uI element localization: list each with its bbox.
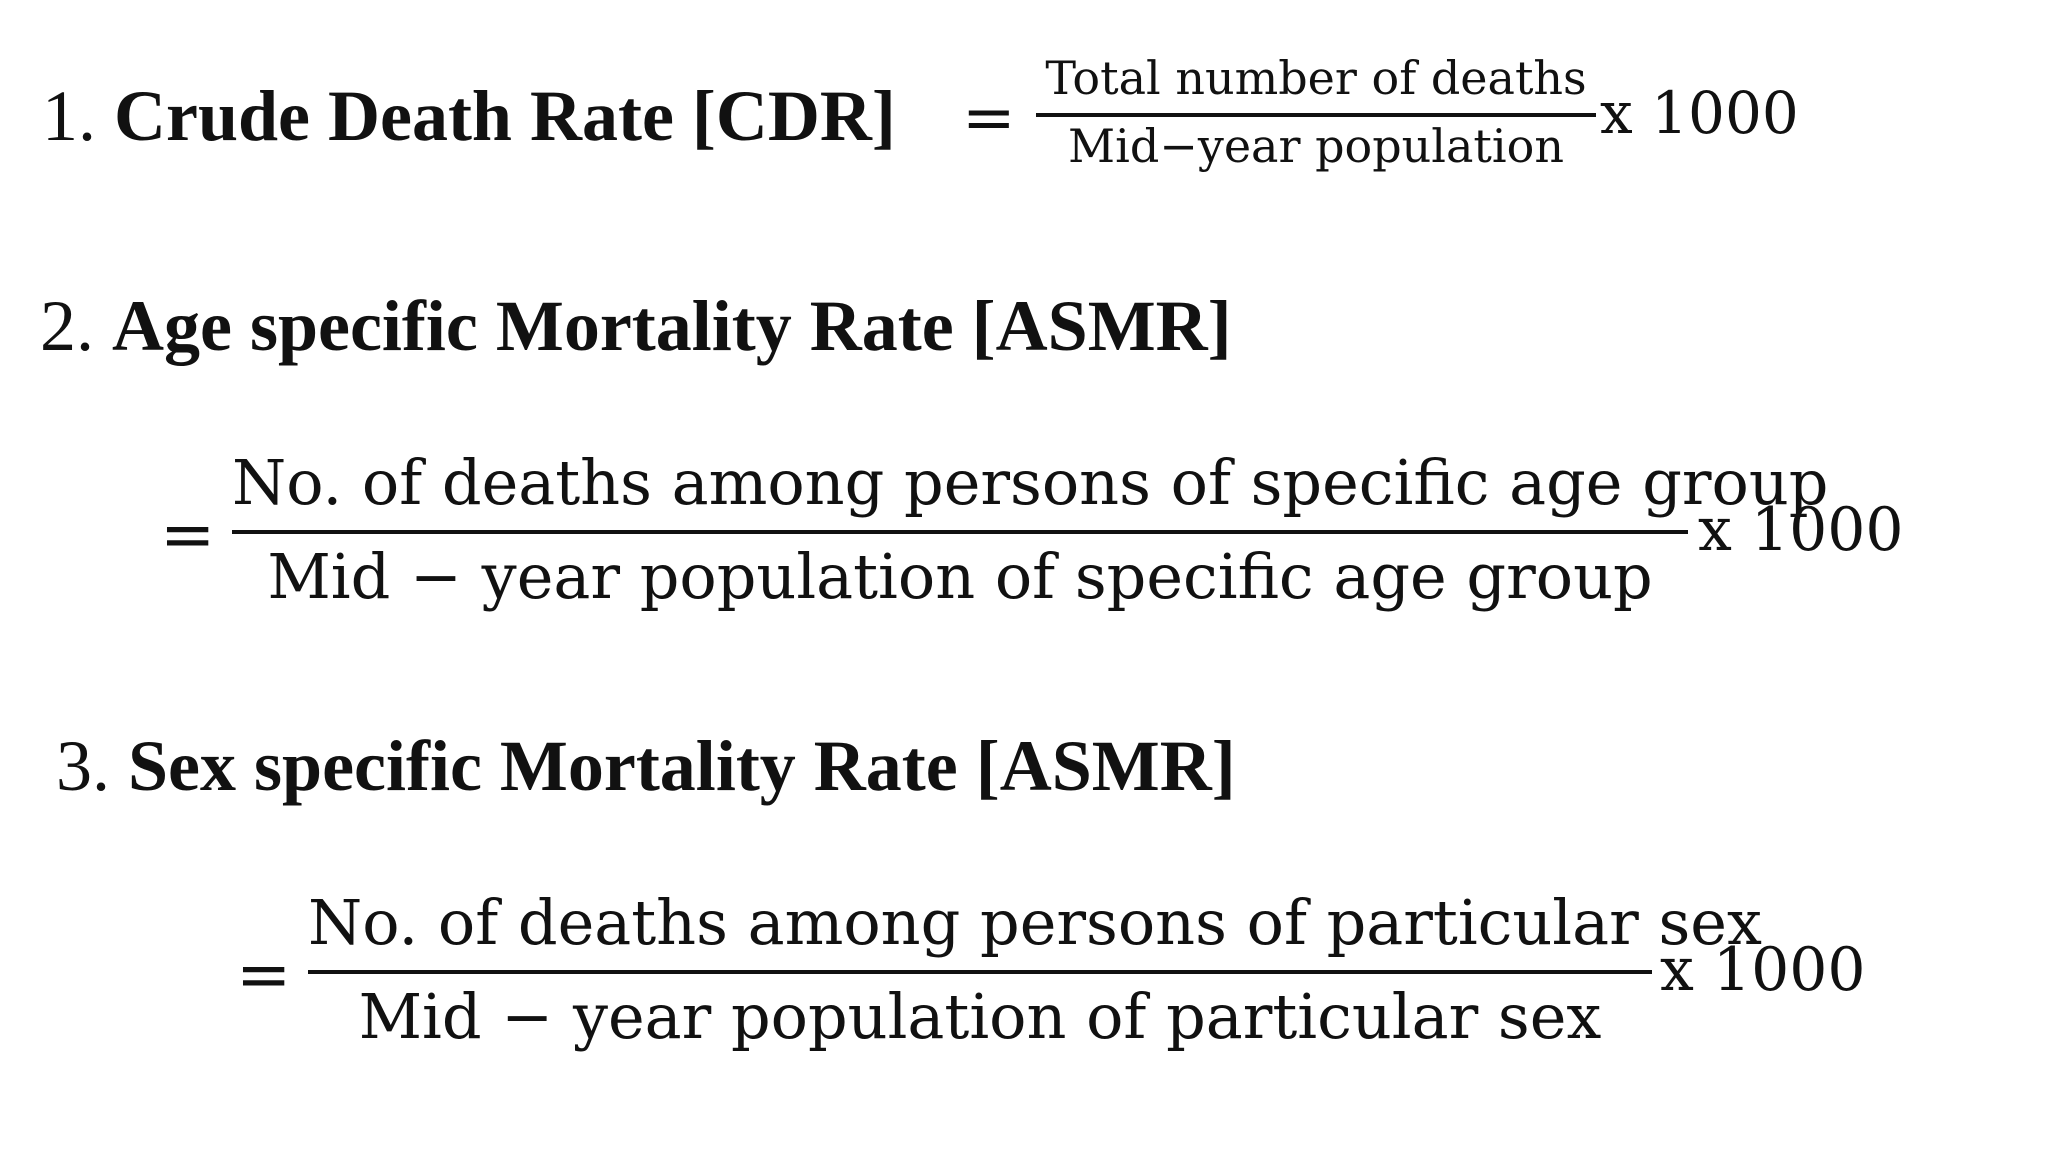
item-2-denominator: Mid − year population of specific age gr… xyxy=(267,540,1653,613)
item-2-number: 2. xyxy=(40,286,94,366)
item-1-denominator: Mid−year population xyxy=(1068,119,1564,173)
item-2-numerator: No. of deaths among persons of specific … xyxy=(232,446,1829,519)
item-1-title: Crude Death Rate [CDR] xyxy=(114,76,896,156)
item-1-equals-sign: = xyxy=(962,81,1016,155)
item-1-multiplier: x 1000 xyxy=(1600,79,1799,147)
item-1-fraction-bar xyxy=(1036,113,1596,117)
item-3-heading: 3. Sex specific Mortality Rate [ASMR] xyxy=(56,730,1236,802)
item-2-equals-sign: = xyxy=(160,496,216,573)
item-2-fraction-bar xyxy=(232,530,1688,534)
item-3-multiplier: x 1000 xyxy=(1660,935,1866,1005)
item-3-fraction-bar xyxy=(308,970,1652,974)
item-3-denominator: Mid − year population of particular sex xyxy=(358,980,1602,1053)
item-1-heading: 1. Crude Death Rate [CDR] xyxy=(42,80,896,152)
item-1-numerator: Total number of deaths xyxy=(1045,51,1587,105)
item-2-multiplier: x 1000 xyxy=(1698,495,1904,565)
item-3-equals-sign: = xyxy=(236,936,292,1013)
item-2-fraction: No. of deaths among persons of specific … xyxy=(232,446,1829,618)
item-2-title: Age specific Mortality Rate [ASMR] xyxy=(112,286,1232,366)
item-3-title: Sex specific Mortality Rate [ASMR] xyxy=(128,726,1236,806)
item-3-fraction: No. of deaths among persons of particula… xyxy=(308,886,1762,1058)
item-3-number: 3. xyxy=(56,726,110,806)
item-2-heading: 2. Age specific Mortality Rate [ASMR] xyxy=(40,290,1232,362)
item-1-fraction: Total number of deaths Mid−year populati… xyxy=(1036,55,1596,179)
item-1-number: 1. xyxy=(42,76,96,156)
item-3-numerator: No. of deaths among persons of particula… xyxy=(308,886,1762,959)
